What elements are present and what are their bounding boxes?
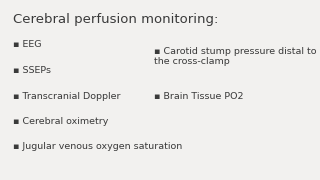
Text: ▪ Carotid stump pressure distal to
the cross-clamp: ▪ Carotid stump pressure distal to the c… [154, 47, 316, 66]
Text: ▪ Brain Tissue PO2: ▪ Brain Tissue PO2 [154, 92, 243, 101]
Text: ▪ Transcranial Doppler: ▪ Transcranial Doppler [13, 92, 120, 101]
Text: ▪ EEG: ▪ EEG [13, 40, 41, 49]
Text: Cerebral perfusion monitoring:: Cerebral perfusion monitoring: [13, 13, 218, 26]
Text: ▪ Jugular venous oxygen saturation: ▪ Jugular venous oxygen saturation [13, 142, 182, 151]
Text: ▪ Cerebral oximetry: ▪ Cerebral oximetry [13, 117, 108, 126]
Text: ▪ SSEPs: ▪ SSEPs [13, 66, 51, 75]
